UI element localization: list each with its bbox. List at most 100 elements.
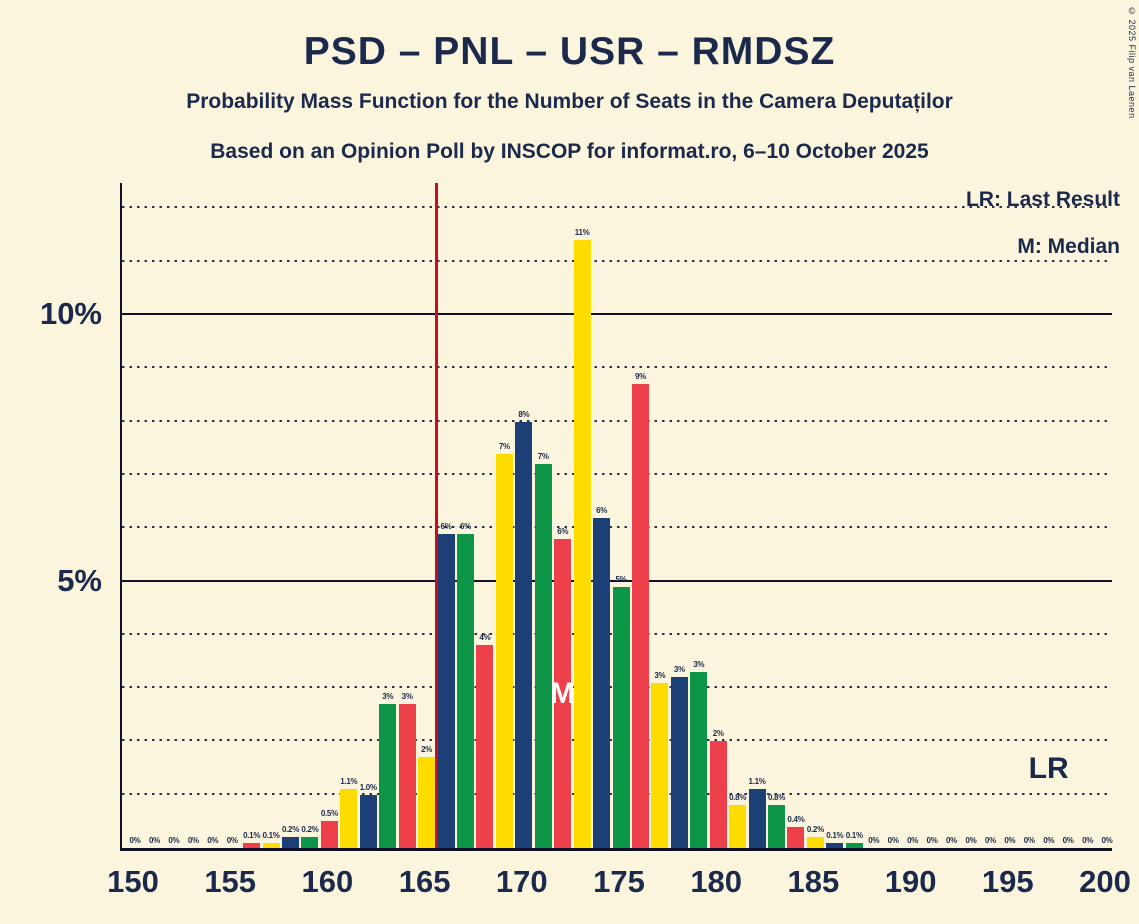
bar-value-label: 7% bbox=[537, 452, 549, 462]
y-axis-labels: 10% 5% bbox=[0, 0, 110, 924]
gridline-solid bbox=[122, 313, 1112, 315]
x-tick-label: 165 bbox=[398, 864, 451, 899]
bar-value-label: 0.1% bbox=[243, 830, 261, 840]
bar-value-label: 3% bbox=[654, 670, 666, 680]
gridline-dotted bbox=[122, 259, 1112, 262]
bar-value-label: 0.8% bbox=[729, 793, 747, 803]
pmf-bar bbox=[768, 805, 786, 848]
copyright-note: © 2025 Filip van Laenen bbox=[1127, 6, 1137, 119]
pmf-bar bbox=[418, 757, 436, 848]
bar-value-label: 9% bbox=[634, 372, 646, 382]
pmf-bar bbox=[340, 789, 358, 848]
bar-value-label: 0% bbox=[1043, 836, 1055, 845]
plot-area: M LR 0% 0% 0% 0% 0% 0% 0.1% 0.1% 0.2% 0.2% 0.5% 1.1… bbox=[120, 183, 1113, 851]
bar-value-label: 6% bbox=[440, 521, 452, 531]
bar-value-label: 3% bbox=[693, 660, 705, 670]
pmf-bar bbox=[495, 453, 513, 848]
bar-value-label: 4% bbox=[479, 633, 491, 643]
x-tick-label: 190 bbox=[884, 864, 937, 899]
pmf-bar bbox=[787, 826, 805, 848]
x-tick-label: 170 bbox=[495, 864, 548, 899]
x-tick-label: 195 bbox=[981, 864, 1034, 899]
x-tick-label: 175 bbox=[593, 864, 645, 899]
pmf-bar bbox=[593, 517, 611, 848]
bar-value-label: 2% bbox=[421, 745, 433, 755]
chart-title: PSD – PNL – USR – RMDSZ bbox=[303, 30, 836, 73]
pmf-bar bbox=[398, 704, 416, 848]
bar-value-label: 0.1% bbox=[845, 830, 863, 840]
pmf-bar bbox=[651, 682, 669, 848]
gridline-dotted bbox=[122, 419, 1112, 422]
pmf-bar bbox=[243, 842, 261, 848]
legend-median: M: Median bbox=[1017, 235, 1120, 258]
bar-value-label: 0.2% bbox=[281, 825, 300, 835]
pmf-bar bbox=[806, 837, 824, 848]
gridline-dotted bbox=[122, 366, 1112, 369]
pmf-bar bbox=[729, 805, 747, 848]
pmf-bar bbox=[515, 421, 533, 848]
bar-value-label: 11% bbox=[574, 228, 590, 238]
pmf-bar bbox=[301, 837, 319, 848]
bar-value-label: 0% bbox=[984, 836, 996, 845]
bar-value-label: 7% bbox=[498, 441, 510, 451]
pmf-bar bbox=[748, 789, 766, 848]
bar-value-label: 0% bbox=[226, 836, 238, 845]
bar-value-label: 0% bbox=[1101, 836, 1113, 845]
pmf-bar bbox=[826, 842, 844, 848]
gridline-solid bbox=[122, 579, 1112, 582]
x-tick-label: 155 bbox=[204, 864, 257, 899]
pmf-bar bbox=[573, 240, 591, 848]
bar-value-label: 0% bbox=[887, 836, 899, 845]
bar-value-label: 0% bbox=[1023, 836, 1035, 845]
bar-value-label: 0.4% bbox=[787, 814, 805, 824]
x-axis: 150 155 160 165 170 175 180 185 190 195 200 bbox=[0, 864, 1139, 909]
chart-subtitle-line1: Probability Mass Function for the Number… bbox=[186, 90, 953, 113]
pmf-bar bbox=[690, 672, 708, 848]
pmf-bar bbox=[320, 821, 338, 848]
bar-value-label: 0% bbox=[207, 836, 219, 845]
bar-value-label: 0.2% bbox=[301, 825, 319, 835]
last-result-label: LR bbox=[1028, 752, 1069, 785]
bar-value-label: 0% bbox=[148, 836, 160, 845]
gridline-dotted bbox=[122, 472, 1112, 475]
bar-value-label: 0% bbox=[868, 836, 880, 845]
bar-value-label: 3% bbox=[401, 692, 413, 702]
bar-value-label: 0% bbox=[907, 836, 919, 845]
bar-value-label: 0.2% bbox=[806, 825, 824, 835]
bar-value-label: 1.1% bbox=[340, 777, 358, 787]
bar-value-label: 0% bbox=[1004, 836, 1016, 845]
x-tick-label: 185 bbox=[787, 864, 840, 899]
bar-value-label: 1.0% bbox=[359, 782, 377, 792]
pmf-bar bbox=[359, 794, 377, 848]
bar-value-label: 2% bbox=[712, 729, 724, 739]
bar-value-label: 0.8% bbox=[767, 793, 786, 803]
pmf-bar bbox=[262, 842, 280, 848]
bar-value-label: 0% bbox=[129, 836, 141, 845]
y-tick-label: 10% bbox=[39, 296, 102, 331]
pmf-bar bbox=[534, 464, 552, 848]
bar-value-label: 8% bbox=[518, 409, 530, 419]
bar-value-label: 0% bbox=[926, 836, 938, 845]
pmf-bar bbox=[709, 741, 727, 848]
y-tick-label: 5% bbox=[57, 562, 102, 598]
pmf-bar bbox=[456, 533, 474, 848]
x-tick-label: 160 bbox=[301, 864, 354, 899]
median-marker: M bbox=[550, 677, 576, 710]
bar-value-label: 6% bbox=[557, 526, 569, 536]
gridline-dotted bbox=[122, 206, 1112, 209]
bar-value-label: 6% bbox=[459, 521, 471, 531]
bar-value-label: 3% bbox=[382, 692, 394, 702]
x-tick-label: 180 bbox=[690, 864, 743, 899]
x-tick-label: 150 bbox=[107, 864, 159, 899]
gridline-dotted bbox=[122, 526, 1112, 529]
bar-value-label: 0.1% bbox=[826, 830, 844, 840]
bar-value-label: 0% bbox=[1082, 836, 1094, 845]
pmf-bar bbox=[282, 837, 300, 848]
x-tick-label: 200 bbox=[1079, 864, 1131, 899]
bar-value-label: 1.1% bbox=[748, 777, 766, 787]
bar-value-label: 0% bbox=[187, 836, 199, 845]
bar-value-label: 0% bbox=[945, 836, 957, 845]
pmf-bar bbox=[631, 384, 649, 848]
chart-subtitle-line2: Based on an Opinion Poll by INSCOP for i… bbox=[210, 140, 929, 163]
